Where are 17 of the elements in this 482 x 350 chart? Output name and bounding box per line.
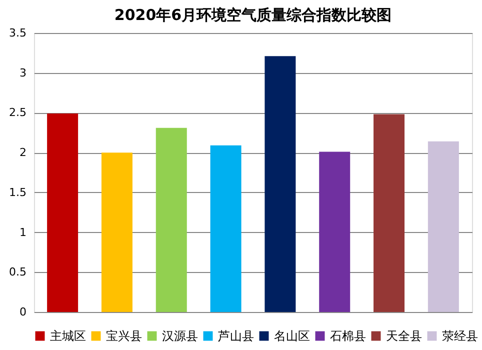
y-tick-label: 3.5 bbox=[9, 26, 26, 40]
y-tick-label: 0 bbox=[20, 306, 26, 318]
legend-label: 主城区 bbox=[50, 329, 86, 343]
chart-title: 2020年6月环境空气质量综合指数比较图 bbox=[114, 6, 392, 24]
legend-label: 汉源县 bbox=[162, 329, 198, 343]
y-tick-label: 3 bbox=[20, 66, 26, 80]
legend-label: 石棉县 bbox=[330, 329, 366, 343]
legend-label: 天全县 bbox=[386, 329, 422, 343]
y-tick-label: 0.5 bbox=[9, 266, 26, 279]
legend-label: 名山区 bbox=[274, 329, 310, 343]
y-tick-label: 2 bbox=[20, 146, 26, 160]
y-tick-label: 1 bbox=[20, 226, 26, 239]
legend-label: 荥经县 bbox=[442, 329, 478, 343]
y-tick-label: 2.5 bbox=[9, 106, 26, 120]
legend-label: 宝兴县 bbox=[106, 329, 142, 343]
y-tick-label: 1.5 bbox=[9, 186, 26, 199]
legend-label: 芦山县 bbox=[218, 329, 254, 343]
